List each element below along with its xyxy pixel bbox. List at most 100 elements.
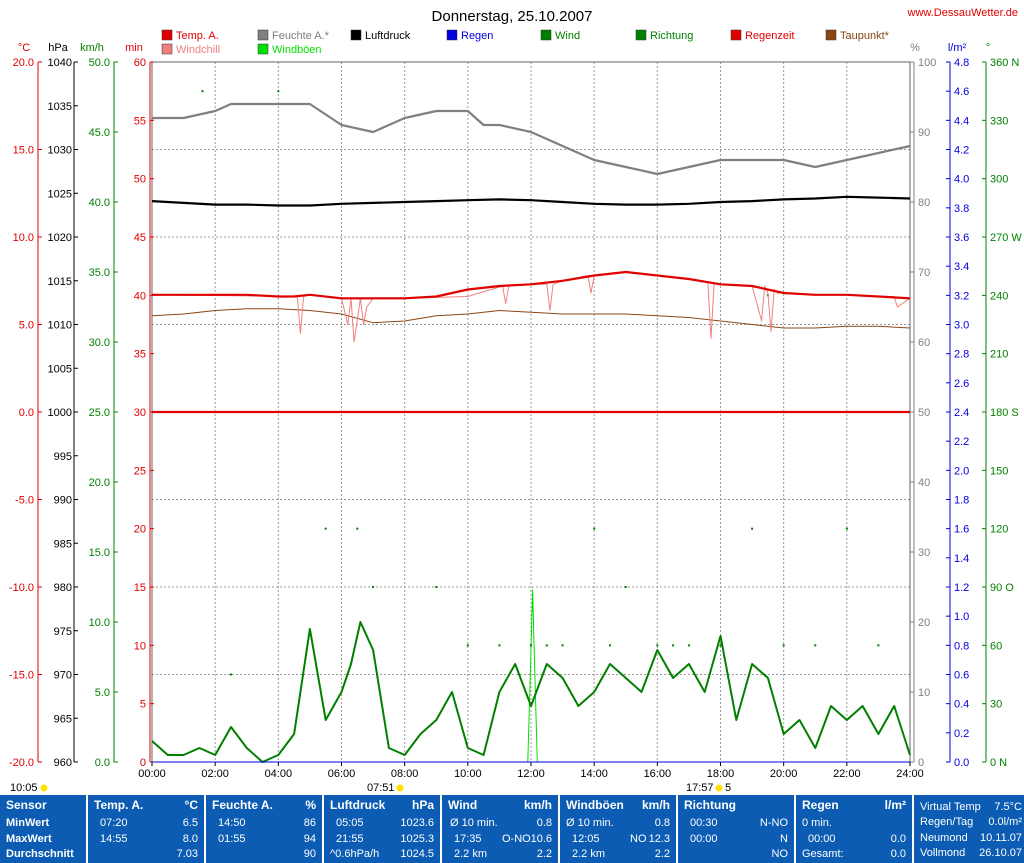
time-tick-label: 18:00 [707,768,735,780]
full-moon-label: Vollmond [920,847,966,859]
pressure-avg-value: 1024.5 [400,848,434,860]
minutes-tick-label: 5 [140,699,146,711]
rain-tick-label: 1.2 [954,582,969,594]
row-label-min: MinWert [6,817,50,829]
rain-tick-label: 4.2 [954,145,969,157]
pressure-tick-label: 1030 [48,145,72,157]
pressure-tick-label: 1020 [48,232,72,244]
direction-max-time: 00:00 [690,833,718,845]
row-label-max: MaxWert [6,833,52,845]
rain-tick-label: 4.0 [954,174,969,186]
humidity-max-time: 01:55 [218,833,246,845]
stats-panel: Sensor MinWert MaxWert Durchschnitt Temp… [0,795,1024,863]
temp-avg-value: 7.03 [176,848,198,860]
series-point-richtung [466,644,469,647]
series-point-richtung [782,644,785,647]
series-point-richtung [608,644,611,647]
rain-tick-label: 2.6 [954,378,969,390]
series-point-richtung [624,586,627,588]
rain-tick-label: 0.6 [954,670,969,682]
series-line-taupunkt [151,308,911,329]
legend-swatch [257,29,269,41]
pressure-tick-label: 990 [54,495,72,507]
legend-label: Luftdruck [365,30,411,42]
humidity-max-value: 94 [303,833,316,845]
wind-max-value: 10.6 [530,833,552,845]
wind-tick-label: 30.0 [89,337,110,349]
direction-min-time: 00:30 [690,817,718,829]
divider [794,795,796,863]
humidity-tick-label: 90 [918,127,930,139]
series-point-richtung [687,644,690,647]
wind-unit: km/h [80,42,104,54]
row-label-avg: Durchschnitt [6,848,74,860]
minutes-tick-label: 20 [134,524,146,536]
gust-avg10-label: Ø 10 min. [566,817,614,829]
rain-tick-label: 4.8 [954,57,969,69]
rain-total-value: 0.0 [890,848,906,860]
gust-max-dir: NO [630,833,647,845]
series-point-richtung [229,673,232,676]
legend-swatch [825,29,837,41]
rain-tick-label: 2.8 [954,349,969,361]
pressure-tick-label: 985 [54,538,72,550]
time-tick-label: 12:00 [517,768,545,780]
humidity-avg-value: 90 [303,848,316,860]
humidity-tick-label: 100 [918,57,936,69]
rain-tick-label: 0.4 [954,699,969,711]
pressure-trend: ^0.6hPa/h [330,848,380,860]
time-tick-label: 16:00 [644,768,672,780]
direction-avg-value: NO [771,848,789,860]
legend: Temp. A. Windchill Feuchte A.* Windböen Luft… [161,29,890,56]
wind-header: Wind [448,798,478,812]
temp-tick-label: -5.0 [15,495,34,507]
minutes-tick-label: 35 [134,349,146,361]
wind-tick-label: 40.0 [89,197,110,209]
series-point-richtung [719,644,722,647]
minutes-tick-label: 25 [134,465,146,477]
chart-title: Donnerstag, 25.10.2007 [432,8,593,25]
row-label-sensor: Sensor [6,798,47,812]
pressure-min-time: 05:05 [336,817,364,829]
full-moon-value: 26.10.07 [979,847,1022,859]
pressure-tick-label: 1015 [48,276,72,288]
pressure-tick-label: 960 [54,757,72,769]
series-point-richtung [877,644,880,647]
series-layer [151,90,911,763]
wind-avg10-value: 0.8 [536,817,552,829]
legend-label: Windchill [176,44,220,56]
legend-swatch [635,29,647,41]
series-line-temp-a [152,270,911,300]
legend-label: Taupunkt* [840,30,890,42]
rain-tick-label: 0.8 [954,640,969,652]
sunset-label: 17:57 [686,782,714,794]
site-link[interactable]: www.DessauWetter.de [907,7,1018,19]
minutes-tick-label: 30 [134,407,146,419]
wind-unit: km/h [523,798,552,812]
legend-label: Regen [461,30,493,42]
sun-bar: 10:05 07:51 17:57 5 [10,782,731,794]
pressure-tick-label: 970 [54,670,72,682]
series-point-richtung [672,644,675,647]
virtual-temp-label: Virtual Temp [920,801,981,813]
wind-max-dir: O-NO [502,833,531,845]
temp-min-value: 6.5 [182,817,198,829]
direction-tick-label: 300 [990,174,1008,186]
time-tick-label: 02:00 [201,768,229,780]
legend-label: Feuchte A.* [272,30,330,42]
direction-min-value: N-NO [759,817,788,829]
pressure-tick-label: 1010 [48,320,72,332]
humidity-tick-label: 50 [918,407,930,419]
wind-tick-label: 5.0 [95,687,110,699]
rain-tick-label: 4.4 [954,115,969,127]
legend-label: Regenzeit [745,30,795,42]
temp-tick-label: 20.0 [13,57,34,69]
minutes-unit: min [125,42,143,54]
temp-tick-label: 5.0 [19,320,34,332]
series-point-richtung [372,586,375,588]
rain-tick-label: 3.4 [954,261,969,273]
axes: 20.015.010.05.00.0-5.0-10.0-15.0-20.0104… [9,57,1022,780]
rain-tick-label: 2.2 [954,436,969,448]
humidity-unit: % [910,42,920,54]
direction-tick-label: 240 [990,290,1008,302]
